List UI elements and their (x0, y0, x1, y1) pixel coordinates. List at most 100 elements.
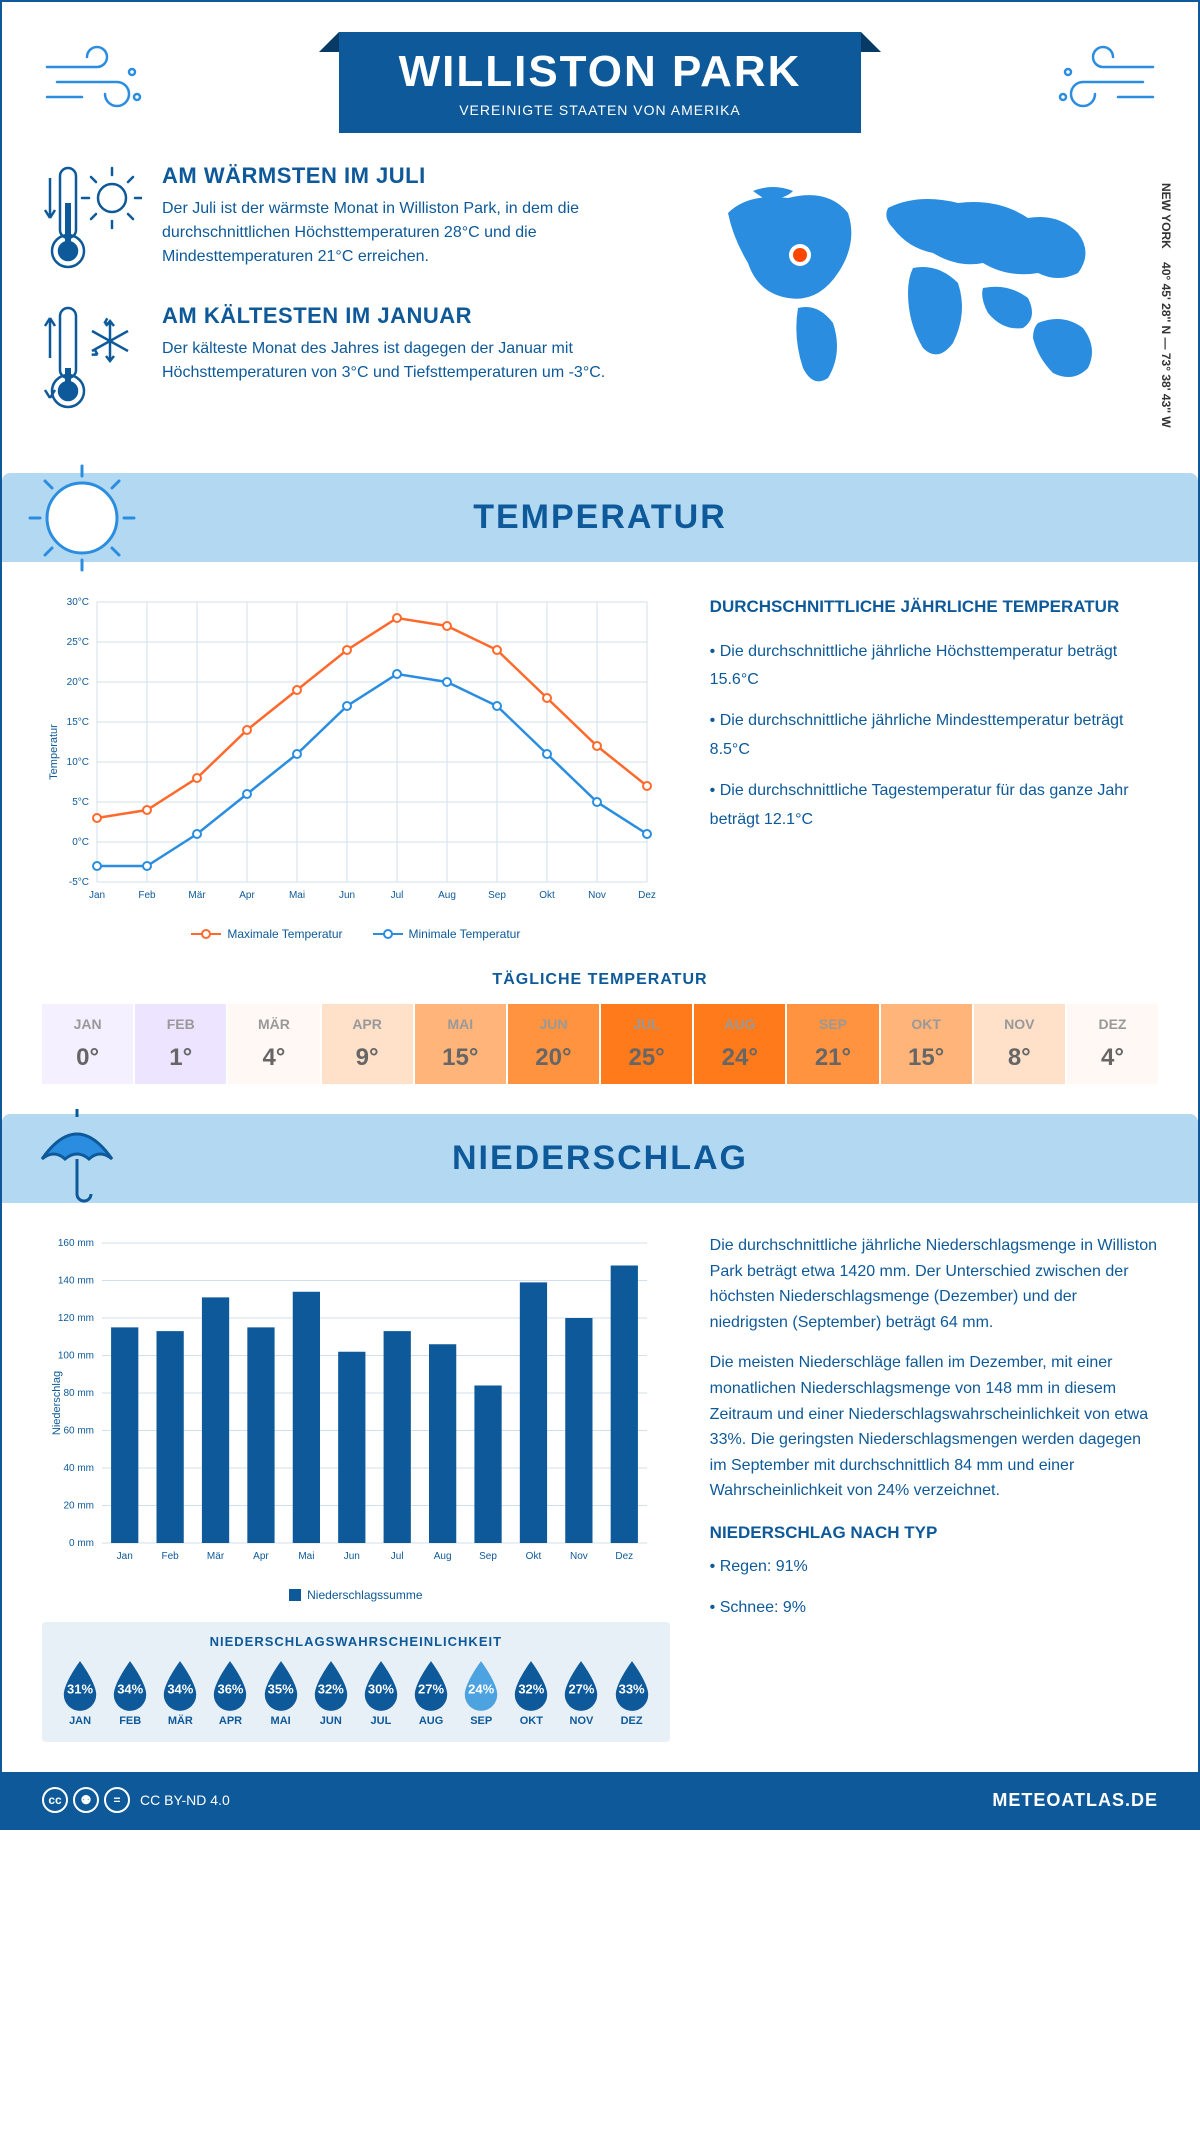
prob-cell: 30%JUL (358, 1659, 404, 1727)
svg-text:Okt: Okt (526, 1551, 542, 1562)
svg-text:60 mm: 60 mm (63, 1426, 94, 1437)
coords-region: NEW YORK (1159, 183, 1173, 249)
svg-text:100 mm: 100 mm (58, 1351, 94, 1362)
daily-temp: TÄGLICHE TEMPERATUR JAN0°FEB1°MÄR4°APR9°… (42, 971, 1158, 1084)
daily-temp-cell: SEP21° (787, 1004, 878, 1084)
legend-max: Maximale Temperatur (227, 927, 342, 941)
precip-p1: Die durchschnittliche jährliche Niedersc… (710, 1233, 1158, 1335)
svg-text:Sep: Sep (479, 1551, 497, 1562)
precip-type-title: NIEDERSCHLAG NACH TYP (710, 1519, 1158, 1546)
daily-temp-cell: AUG24° (694, 1004, 785, 1084)
svg-text:Okt: Okt (539, 890, 555, 901)
svg-text:Jul: Jul (391, 890, 404, 901)
precip-type-line: • Regen: 91% (710, 1554, 1158, 1580)
prob-cell: 27%NOV (558, 1659, 604, 1727)
svg-text:Mai: Mai (298, 1551, 314, 1562)
temp-content: -5°C0°C5°C10°C15°C20°C25°C30°CJanFebMärA… (42, 592, 1158, 941)
legend-min: Minimale Temperatur (409, 927, 521, 941)
daily-temp-cell: APR9° (322, 1004, 413, 1084)
daily-temp-cell: NOV8° (974, 1004, 1065, 1084)
prob-title: NIEDERSCHLAGSWAHRSCHEINLICHKEIT (57, 1634, 655, 1649)
cc-icon: cc (42, 1787, 68, 1813)
by-icon: ⚉ (73, 1787, 99, 1813)
prob-cell: 34%MÄR (157, 1659, 203, 1727)
temp-stats: DURCHSCHNITTLICHE JÄHRLICHE TEMPERATUR •… (710, 592, 1158, 941)
prob-cell: 27%AUG (408, 1659, 454, 1727)
nd-icon: = (104, 1787, 130, 1813)
temp-stats-title: DURCHSCHNITTLICHE JÄHRLICHE TEMPERATUR (710, 592, 1158, 623)
svg-text:Jun: Jun (339, 890, 355, 901)
thermometer-sun-icon (42, 163, 142, 278)
svg-text:20 mm: 20 mm (63, 1501, 94, 1512)
intro-text-col: AM WÄRMSTEN IM JULI Der Juli ist der wär… (42, 163, 668, 443)
svg-text:Aug: Aug (434, 1551, 452, 1562)
daily-temp-title: TÄGLICHE TEMPERATUR (42, 971, 1158, 989)
intro-warm: AM WÄRMSTEN IM JULI Der Juli ist der wär… (42, 163, 668, 278)
svg-text:Jan: Jan (117, 1551, 133, 1562)
footer: cc ⚉ = CC BY-ND 4.0 METEOATLAS.DE (2, 1772, 1198, 1828)
footer-site: METEOATLAS.DE (992, 1790, 1158, 1811)
page-title: WILLISTON PARK (399, 47, 802, 97)
prob-row: 31%JAN34%FEB34%MÄR36%APR35%MAI32%JUN30%J… (57, 1659, 655, 1727)
svg-text:40 mm: 40 mm (63, 1463, 94, 1474)
precip-banner: NIEDERSCHLAG (2, 1114, 1198, 1203)
svg-text:0°C: 0°C (72, 837, 89, 848)
title-banner: WILLISTON PARK VEREINIGTE STAATEN VON AM… (339, 32, 862, 133)
daily-temp-cell: MAI15° (415, 1004, 506, 1084)
svg-text:Jul: Jul (391, 1551, 404, 1562)
prob-cell: 35%MAI (258, 1659, 304, 1727)
prob-cell: 32%OKT (508, 1659, 554, 1727)
svg-text:Aug: Aug (438, 890, 456, 901)
svg-text:Dez: Dez (615, 1551, 633, 1562)
svg-text:Jan: Jan (89, 890, 105, 901)
svg-text:20°C: 20°C (67, 677, 89, 688)
footer-license: cc ⚉ = CC BY-ND 4.0 (42, 1787, 230, 1813)
svg-text:120 mm: 120 mm (58, 1313, 94, 1324)
temp-stat-line: • Die durchschnittliche jährliche Höchst… (710, 638, 1158, 696)
header: WILLISTON PARK VEREINIGTE STAATEN VON AM… (42, 32, 1158, 133)
prob-cell: 24%SEP (458, 1659, 504, 1727)
wind-icon-left (42, 42, 152, 127)
svg-text:140 mm: 140 mm (58, 1276, 94, 1287)
prob-cell: 31%JAN (57, 1659, 103, 1727)
daily-temp-cell: DEZ4° (1067, 1004, 1158, 1084)
svg-text:Temperatur: Temperatur (48, 724, 60, 780)
svg-text:80 mm: 80 mm (63, 1388, 94, 1399)
daily-temp-cell: MÄR4° (228, 1004, 319, 1084)
precip-prob-box: NIEDERSCHLAGSWAHRSCHEINLICHKEIT 31%JAN34… (42, 1622, 670, 1742)
daily-temp-cell: FEB1° (135, 1004, 226, 1084)
temp-banner: TEMPERATUR (2, 473, 1198, 562)
prob-cell: 32%JUN (308, 1659, 354, 1727)
thermometer-snow-icon (42, 303, 142, 418)
temp-line-chart: -5°C0°C5°C10°C15°C20°C25°C30°CJanFebMärA… (42, 592, 670, 941)
intro-cold: AM KÄLTESTEN IM JANUAR Der kälteste Mona… (42, 303, 668, 418)
svg-text:Apr: Apr (253, 1551, 269, 1562)
svg-text:25°C: 25°C (67, 637, 89, 648)
svg-text:160 mm: 160 mm (58, 1238, 94, 1249)
prob-cell: 36%APR (207, 1659, 253, 1727)
svg-text:Nov: Nov (570, 1551, 588, 1562)
sun-icon (22, 458, 142, 583)
precip-content: 0 mm20 mm40 mm60 mm80 mm100 mm120 mm140 … (42, 1233, 1158, 1742)
page-subtitle: VEREINIGTE STAATEN VON AMERIKA (399, 102, 802, 118)
temp-heading: TEMPERATUR (2, 498, 1198, 537)
world-map: NEW YORK 40° 45' 28'' N — 73° 38' 43'' W (698, 163, 1158, 443)
temp-legend: Maximale Temperatur Minimale Temperatur (42, 927, 670, 941)
svg-text:Dez: Dez (638, 890, 656, 901)
wind-icon-right (1048, 42, 1158, 127)
precip-text: Die durchschnittliche jährliche Niedersc… (710, 1233, 1158, 1742)
intro-section: AM WÄRMSTEN IM JULI Der Juli ist der wär… (42, 163, 1158, 443)
temp-stat-line: • Die durchschnittliche Tagestemperatur … (710, 777, 1158, 835)
precip-bar-chart: 0 mm20 mm40 mm60 mm80 mm100 mm120 mm140 … (42, 1233, 662, 1573)
svg-text:10°C: 10°C (67, 757, 89, 768)
daily-temp-cell: JUL25° (601, 1004, 692, 1084)
svg-text:Niederschlag: Niederschlag (51, 1371, 63, 1435)
intro-cold-text: Der kälteste Monat des Jahres ist dagege… (162, 337, 668, 385)
daily-temp-grid: JAN0°FEB1°MÄR4°APR9°MAI15°JUN20°JUL25°AU… (42, 1004, 1158, 1084)
daily-temp-cell: JAN0° (42, 1004, 133, 1084)
intro-warm-text: Der Juli ist der wärmste Monat in Willis… (162, 197, 668, 269)
svg-text:15°C: 15°C (67, 717, 89, 728)
coords-text: 40° 45' 28'' N — 73° 38' 43'' W (1159, 262, 1173, 427)
coordinates: NEW YORK 40° 45' 28'' N — 73° 38' 43'' W (1159, 183, 1173, 428)
temp-stat-line: • Die durchschnittliche jährliche Mindes… (710, 707, 1158, 765)
